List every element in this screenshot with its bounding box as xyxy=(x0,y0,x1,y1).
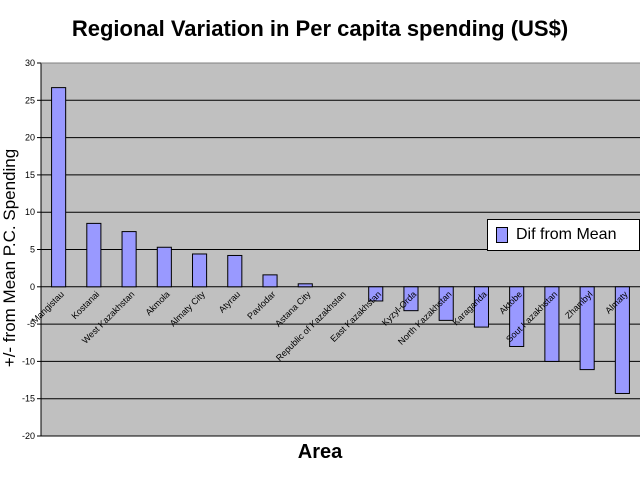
y-tick-label: -10 xyxy=(22,356,35,366)
x-axis-label: Area xyxy=(297,441,343,463)
bar xyxy=(544,286,560,362)
y-tick-label: 25 xyxy=(25,95,35,105)
y-tick-label: 20 xyxy=(25,133,35,143)
y-tick-label: 10 xyxy=(25,207,35,217)
bar xyxy=(297,283,313,288)
bar xyxy=(51,87,67,288)
bar xyxy=(262,274,278,288)
y-tick-label: -5 xyxy=(27,319,35,329)
bar xyxy=(368,286,384,302)
y-tick-label: 0 xyxy=(30,282,35,292)
bar xyxy=(403,286,419,312)
y-tick-label: 5 xyxy=(30,245,35,255)
bar xyxy=(579,286,595,371)
bar xyxy=(156,246,172,288)
bar xyxy=(121,231,137,288)
bar xyxy=(614,286,630,394)
legend-swatch xyxy=(496,227,508,243)
chart-title: Regional Variation in Per capita spendin… xyxy=(71,16,569,41)
y-tick-label: -20 xyxy=(22,431,35,441)
y-tick-label: 15 xyxy=(25,170,35,180)
bar xyxy=(227,254,243,288)
y-tick-label: -15 xyxy=(22,394,35,404)
bar xyxy=(86,222,102,288)
legend-label: Dif from Mean xyxy=(516,226,617,243)
bar xyxy=(192,253,208,288)
bar xyxy=(473,286,489,328)
y-tick-label: 30 xyxy=(25,58,35,68)
legend: Dif from Mean xyxy=(487,219,640,251)
bar xyxy=(438,286,454,321)
bar xyxy=(509,286,525,347)
